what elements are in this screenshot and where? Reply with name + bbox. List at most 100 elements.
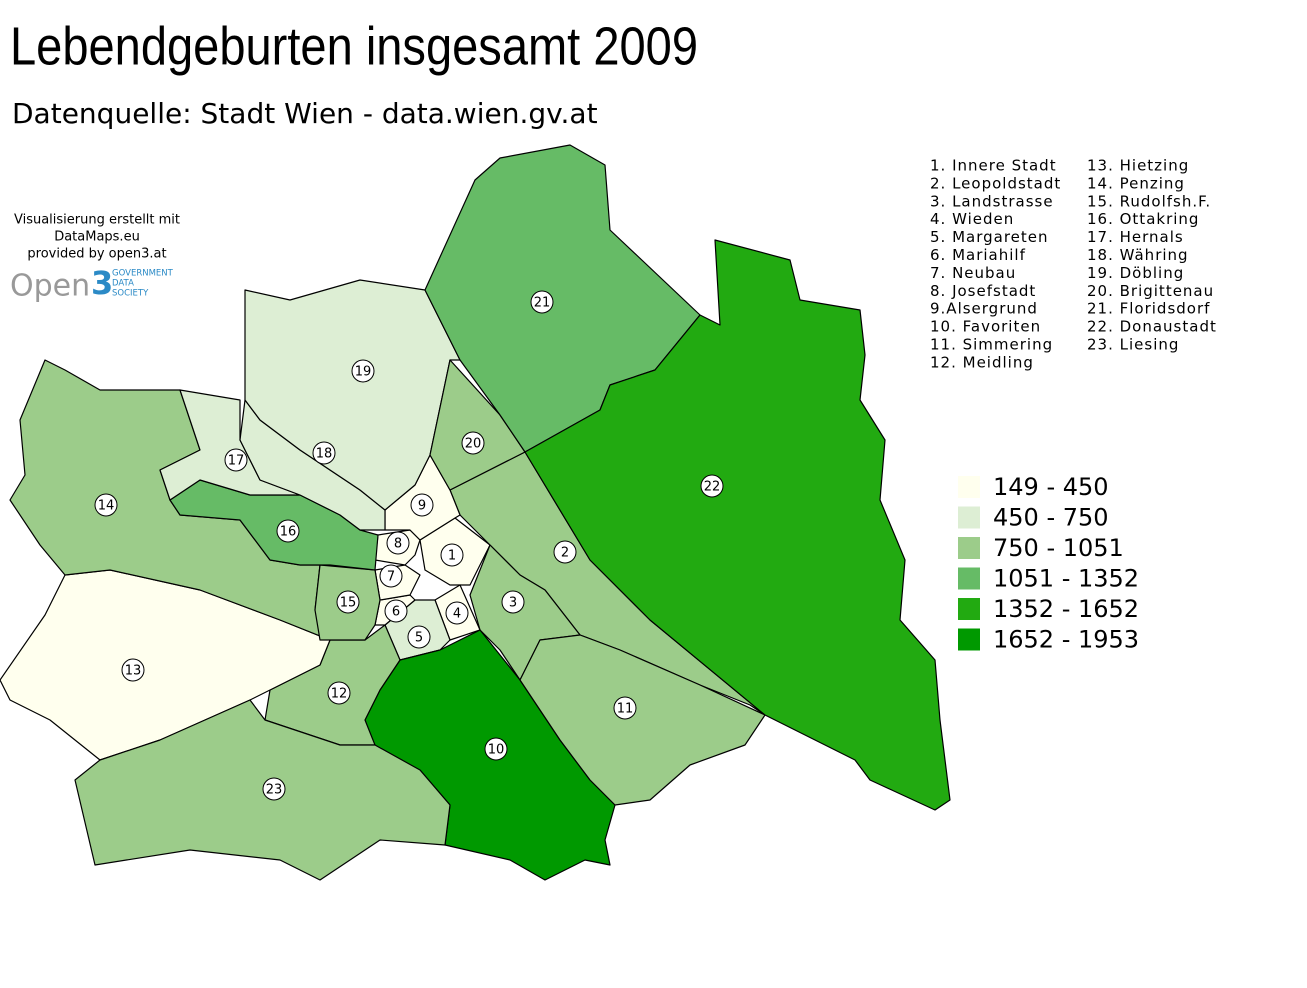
district-number: 18	[316, 447, 333, 462]
district-list-item: 16. Ottakring	[1087, 210, 1199, 228]
district-list-item: 23. Liesing	[1087, 336, 1179, 354]
district-marker	[262, 777, 286, 801]
district-number: 4	[453, 607, 461, 622]
district-number: 7	[387, 570, 395, 585]
title: Lebendgeburten insgesamt 2009	[10, 16, 698, 76]
district-marker	[530, 290, 554, 314]
district-number: 17	[228, 454, 245, 469]
district-list-item: 14. Penzing	[1087, 174, 1185, 192]
legend-label: 750 - 1051	[993, 534, 1124, 562]
district-list-item: 11. Simmering	[930, 336, 1053, 354]
district-number: 23	[266, 783, 283, 798]
district-number: 10	[488, 743, 505, 758]
district-list-item: 19. Döbling	[1087, 264, 1184, 282]
district-number: 5	[415, 631, 423, 646]
district-number: 3	[509, 596, 517, 611]
district-number: 6	[392, 605, 400, 620]
legend-label: 1051 - 1352	[993, 565, 1139, 593]
legend-label: 1652 - 1953	[993, 626, 1139, 654]
logo-line: SOCIETY	[112, 289, 149, 299]
subtitle: Datenquelle: Stadt Wien - data.wien.gv.a…	[12, 97, 598, 130]
district-list-item: 20. Brigittenau	[1087, 282, 1214, 300]
district-number: 9	[418, 499, 426, 514]
credit-line: DataMaps.eu	[54, 230, 140, 245]
district-list-item: 6. Mariahilf	[930, 246, 1026, 264]
district-marker	[445, 601, 469, 625]
credit-line: Visualisierung erstellt mit	[14, 213, 180, 228]
district-number: 16	[280, 525, 297, 540]
district-list-item: 1. Innere Stadt	[930, 157, 1057, 175]
district-number: 1	[448, 549, 456, 564]
district-list-item: 5. Margareten	[930, 228, 1049, 246]
district-marker	[94, 493, 118, 517]
district-marker	[484, 737, 508, 761]
district-marker	[501, 590, 525, 614]
district-list-item: 10. Favoriten	[930, 318, 1041, 336]
district-marker	[440, 543, 464, 567]
district-marker	[461, 431, 485, 455]
district-marker	[410, 493, 434, 517]
district-marker	[613, 696, 637, 720]
district-list-item: 21. Floridsdorf	[1087, 300, 1210, 318]
legend-swatch	[958, 506, 980, 529]
district-list-item: 3. Landstrasse	[930, 192, 1054, 210]
district-number: 15	[340, 596, 357, 611]
district-marker	[312, 441, 336, 465]
district-list-item: 15. Rudolfsh.F.	[1087, 192, 1211, 210]
logo-line: DATA	[112, 279, 134, 289]
district-marker	[224, 448, 248, 472]
legend-label: 450 - 750	[993, 504, 1109, 532]
district-number: 19	[355, 365, 372, 380]
district-marker	[379, 564, 403, 588]
legend-swatch	[958, 476, 980, 498]
district-marker	[553, 540, 577, 564]
district-list-item: 18. Währing	[1087, 246, 1189, 264]
legend-label: 149 - 450	[993, 473, 1109, 501]
legend-swatch	[958, 628, 980, 651]
credits: Visualisierung erstellt mit DataMaps.eu …	[14, 213, 180, 262]
district-number: 12	[331, 687, 348, 702]
logo: Open 3 GOVERNMENT DATA SOCIETY	[10, 264, 174, 304]
district-marker	[700, 474, 724, 498]
district-shape	[519, 634, 766, 806]
district-marker	[276, 519, 300, 543]
district-number: 11	[617, 702, 634, 717]
district-list-item: 12. Meidling	[930, 353, 1034, 371]
district-shape	[159, 389, 301, 501]
district-number: 2	[561, 546, 569, 561]
legend-swatch	[958, 598, 980, 620]
districts	[0, 144, 951, 881]
district-marker	[121, 658, 145, 682]
district-list-item: 7. Neubau	[930, 264, 1016, 282]
district-marker	[327, 681, 351, 705]
legend-label: 1352 - 1652	[993, 595, 1139, 623]
district-shape	[244, 279, 461, 511]
logo-line: GOVERNMENT	[112, 269, 174, 279]
district-list-item: 4. Wieden	[930, 210, 1014, 228]
district-list-item: 13. Hietzing	[1087, 157, 1189, 175]
district-marker	[336, 590, 360, 614]
legend-swatch	[958, 567, 980, 590]
district-number: 20	[465, 437, 482, 452]
district-marker	[386, 531, 410, 555]
district-marker	[384, 599, 408, 623]
district-list-item: 22. Donaustadt	[1087, 318, 1217, 336]
district-shape	[74, 699, 451, 881]
district-list-item: 17. Hernals	[1087, 228, 1184, 246]
district-shape	[524, 239, 951, 811]
district-marker	[351, 359, 375, 383]
district-list-item: 2. Leopoldstadt	[930, 174, 1061, 192]
district-number: 13	[125, 664, 142, 679]
logo-word: Open	[10, 269, 90, 304]
district-number: 8	[394, 537, 402, 552]
legend-swatch	[958, 537, 980, 559]
district-marker	[407, 625, 431, 649]
district-number: 21	[534, 296, 551, 311]
logo-digit: 3	[91, 264, 113, 302]
district-number: 14	[98, 499, 115, 514]
